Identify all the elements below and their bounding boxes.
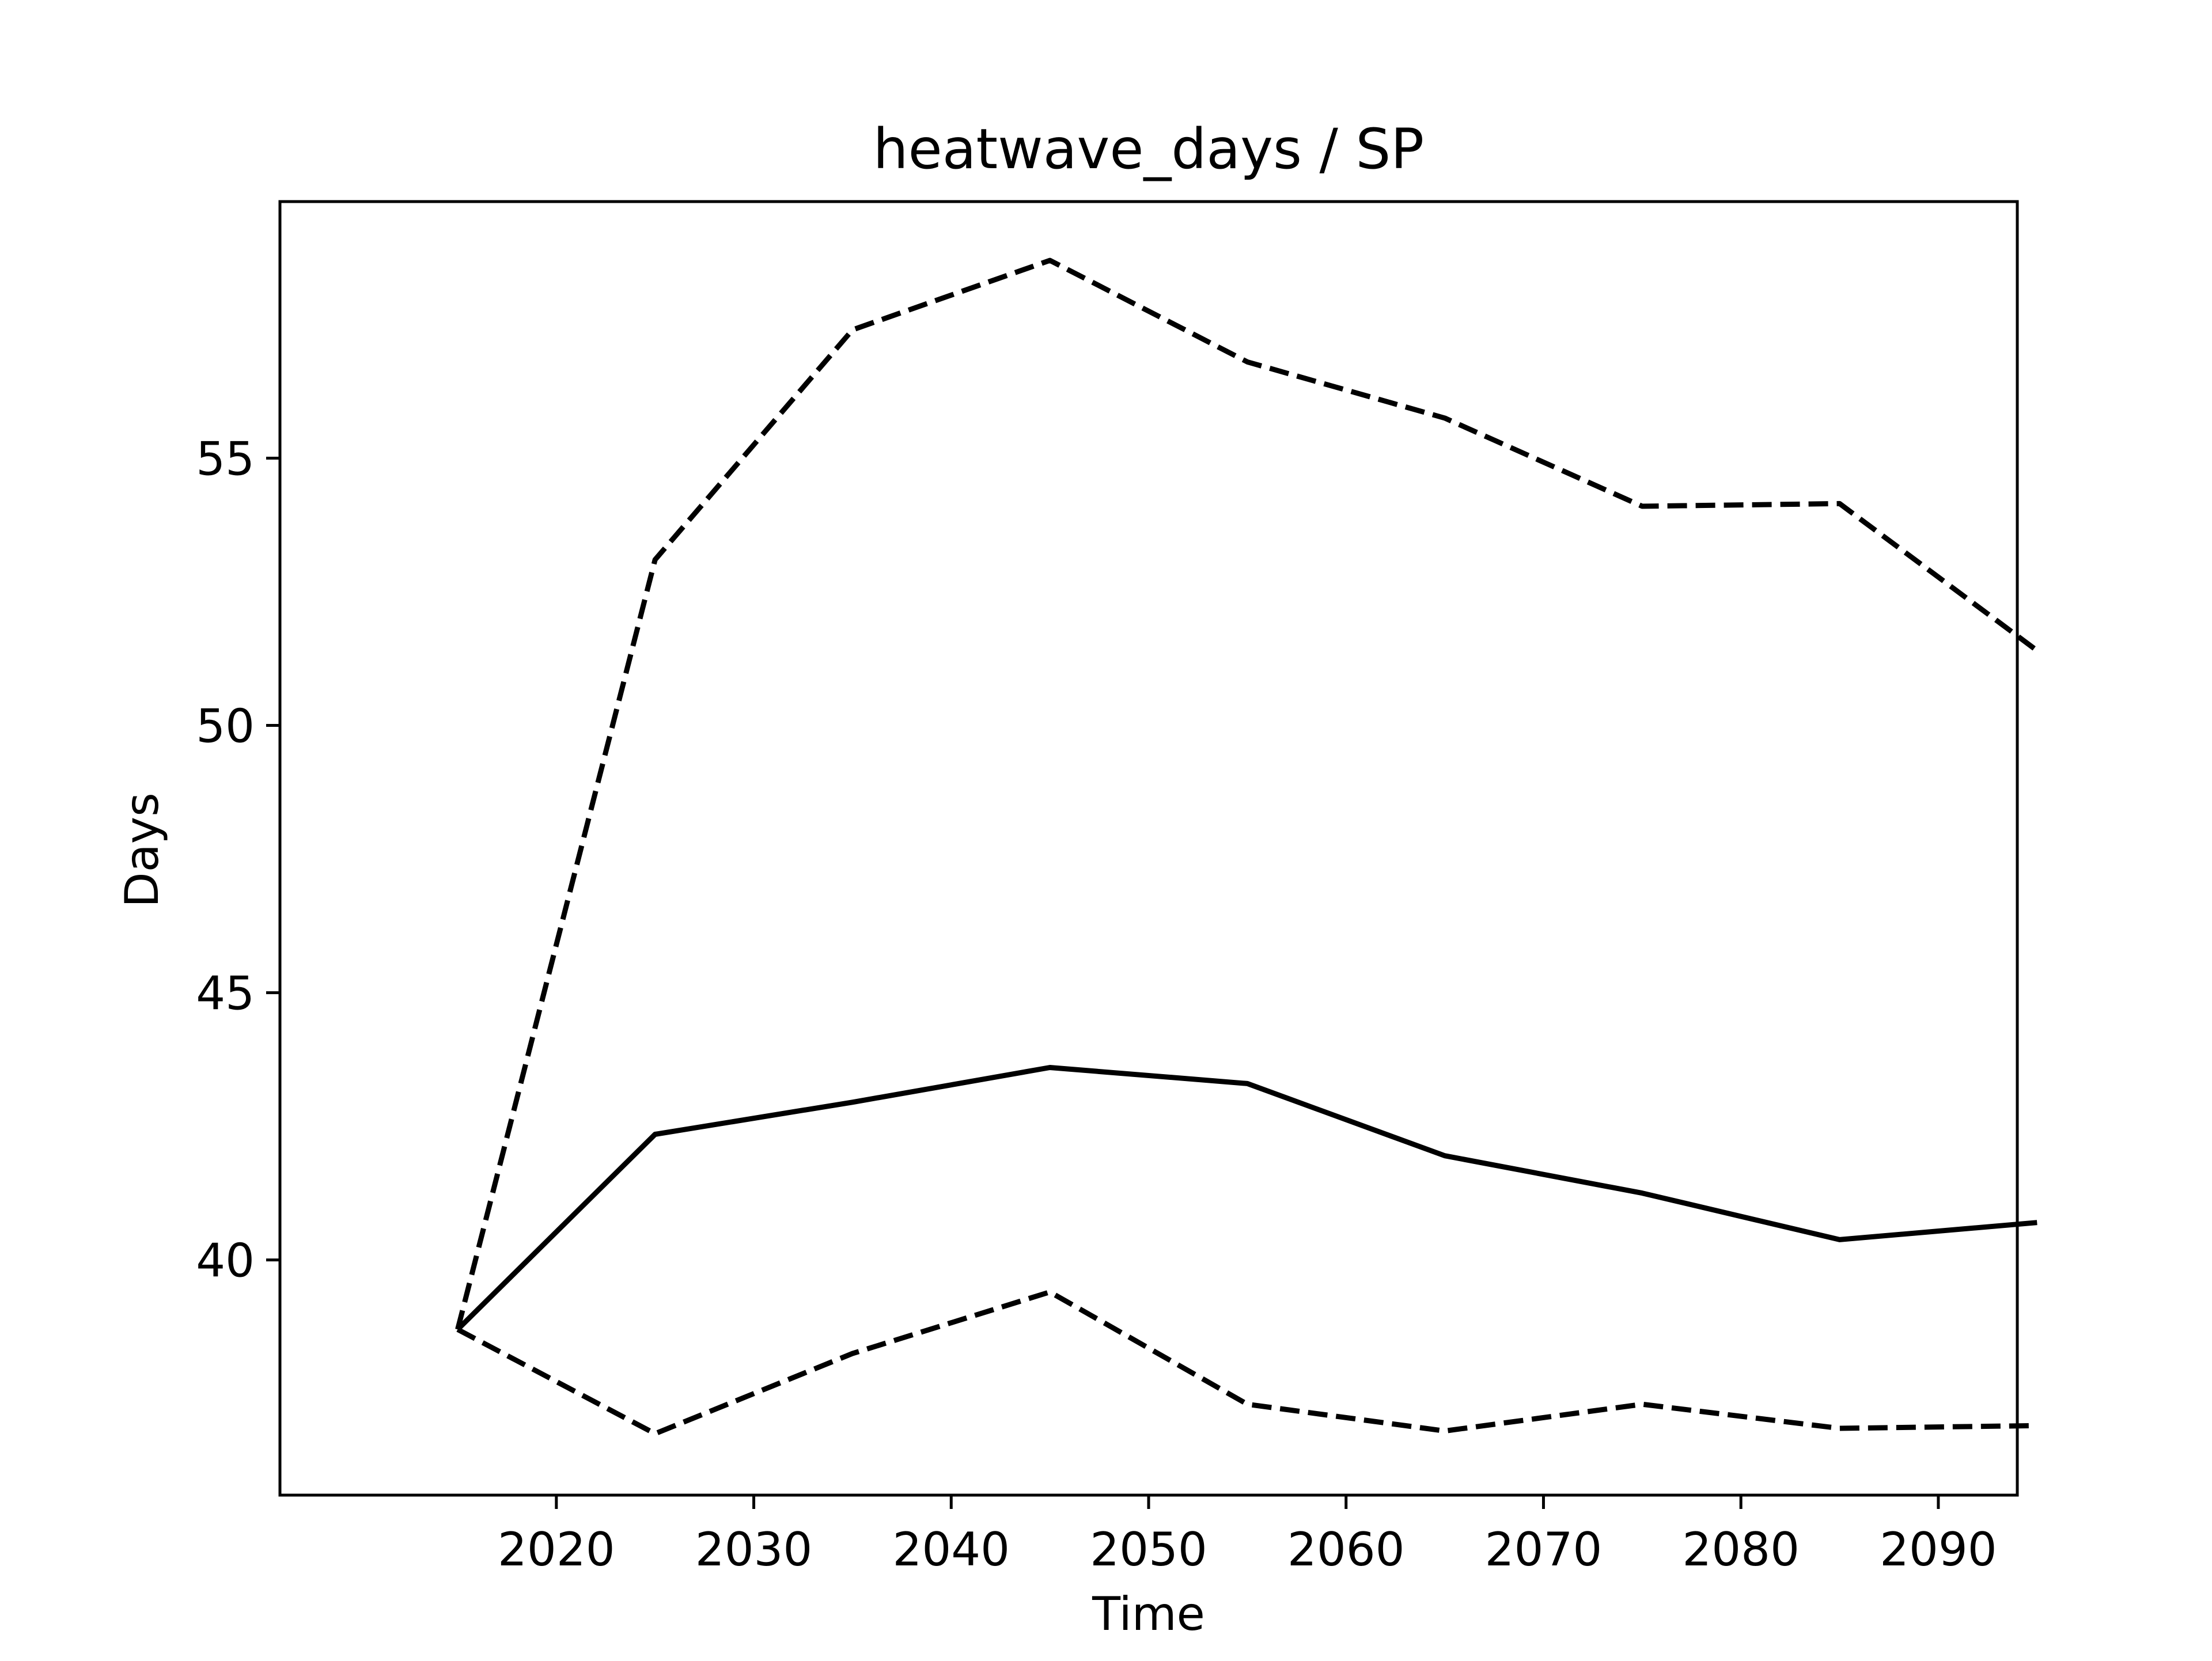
plot-frame <box>278 200 2019 1497</box>
x-tick-label: 2070 <box>1485 1523 1603 1576</box>
y-tick-label: 55 <box>196 432 255 486</box>
y-axis-label: Days <box>115 792 169 908</box>
x-tick-label: 2040 <box>892 1523 1010 1576</box>
series-line-1-solid <box>456 1065 2037 1332</box>
y-tick-label: 40 <box>196 1234 255 1288</box>
chart-title: heatwave_days / SP <box>873 117 1424 181</box>
series-line-3-dashed <box>456 1289 2037 1436</box>
x-tick-label: 2090 <box>1880 1523 1997 1576</box>
x-tick-label: 2080 <box>1682 1523 1800 1576</box>
y-tick-label: 50 <box>196 700 255 753</box>
series-line-2-dashed <box>455 257 2039 1330</box>
y-tick-label: 45 <box>196 967 255 1021</box>
x-tick-label: 2030 <box>695 1523 813 1576</box>
x-axis-label: Time <box>1092 1587 1205 1641</box>
x-tick-label: 2050 <box>1090 1523 1207 1576</box>
series-layer <box>455 257 2039 1436</box>
x-tick-label: 2020 <box>498 1523 615 1576</box>
x-tick-label: 2060 <box>1287 1523 1405 1576</box>
axes-layer: 2020 2030 2040 2050 2060 2070 2080 2090 40 45 50 55 <box>196 200 2019 1576</box>
